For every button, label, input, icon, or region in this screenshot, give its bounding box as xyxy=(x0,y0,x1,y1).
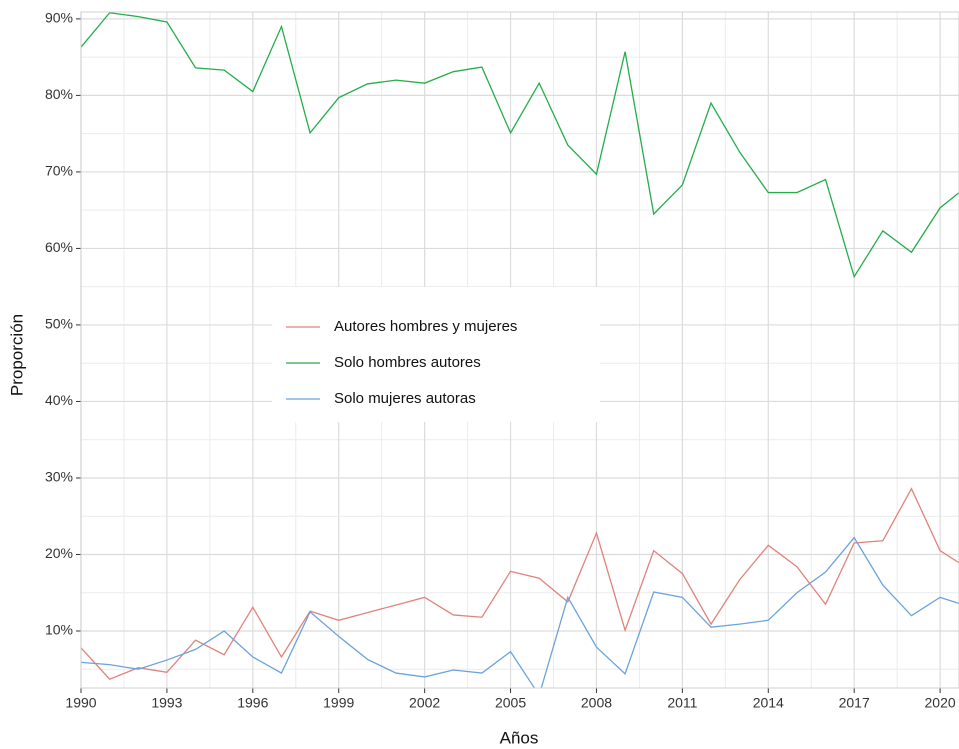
series-line xyxy=(81,12,959,279)
y-tick-label: 90% xyxy=(45,10,73,26)
x-tick-label: 2020 xyxy=(925,695,956,711)
y-tick-label: 10% xyxy=(45,622,73,638)
x-tick-label: 1990 xyxy=(65,695,96,711)
legend-label: Solo hombres autores xyxy=(334,354,481,371)
y-tick-label: 60% xyxy=(45,239,73,255)
plot-border xyxy=(80,11,959,689)
x-tick-label: 2008 xyxy=(581,695,612,711)
series-line xyxy=(81,536,959,688)
legend-label: Autores hombres y mujeres xyxy=(334,318,517,335)
series-line xyxy=(81,487,959,680)
y-tick-label: 50% xyxy=(45,316,73,332)
y-tick-label: 70% xyxy=(45,163,73,179)
legend: Autores hombres y mujeres Solo hombres au… xyxy=(272,287,600,422)
lines xyxy=(81,12,959,688)
y-tick-label: 40% xyxy=(45,392,73,408)
legend-label: Solo mujeres autoras xyxy=(334,390,476,407)
x-tick-label: 1996 xyxy=(237,695,268,711)
legend-box xyxy=(272,287,600,422)
x-tick-label: 2014 xyxy=(753,695,784,711)
y-tick-label: 30% xyxy=(45,469,73,485)
x-tick-label: 2011 xyxy=(667,695,697,711)
y-tick-label: 80% xyxy=(45,86,73,102)
x-axis-label: Años xyxy=(500,728,539,747)
axes: 1990 1993 1996 1999 2002 2005 2008 2011 2014 2017… xyxy=(45,10,959,711)
y-axis-label: Proporción xyxy=(7,314,26,396)
x-tick-label: 1993 xyxy=(151,695,182,711)
x-tick-label: 2017 xyxy=(839,695,870,711)
x-tick-label: 2005 xyxy=(495,695,526,711)
x-tick-label: 2002 xyxy=(409,695,440,711)
y-tick-label: 20% xyxy=(45,545,73,561)
x-tick-label: 1999 xyxy=(323,695,354,711)
